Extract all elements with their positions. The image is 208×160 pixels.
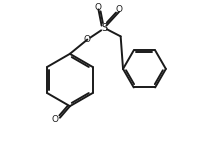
Text: O: O: [116, 5, 123, 14]
Text: O: O: [52, 115, 59, 124]
Text: O: O: [84, 35, 91, 44]
Text: S: S: [101, 24, 107, 33]
Text: O: O: [95, 3, 102, 12]
